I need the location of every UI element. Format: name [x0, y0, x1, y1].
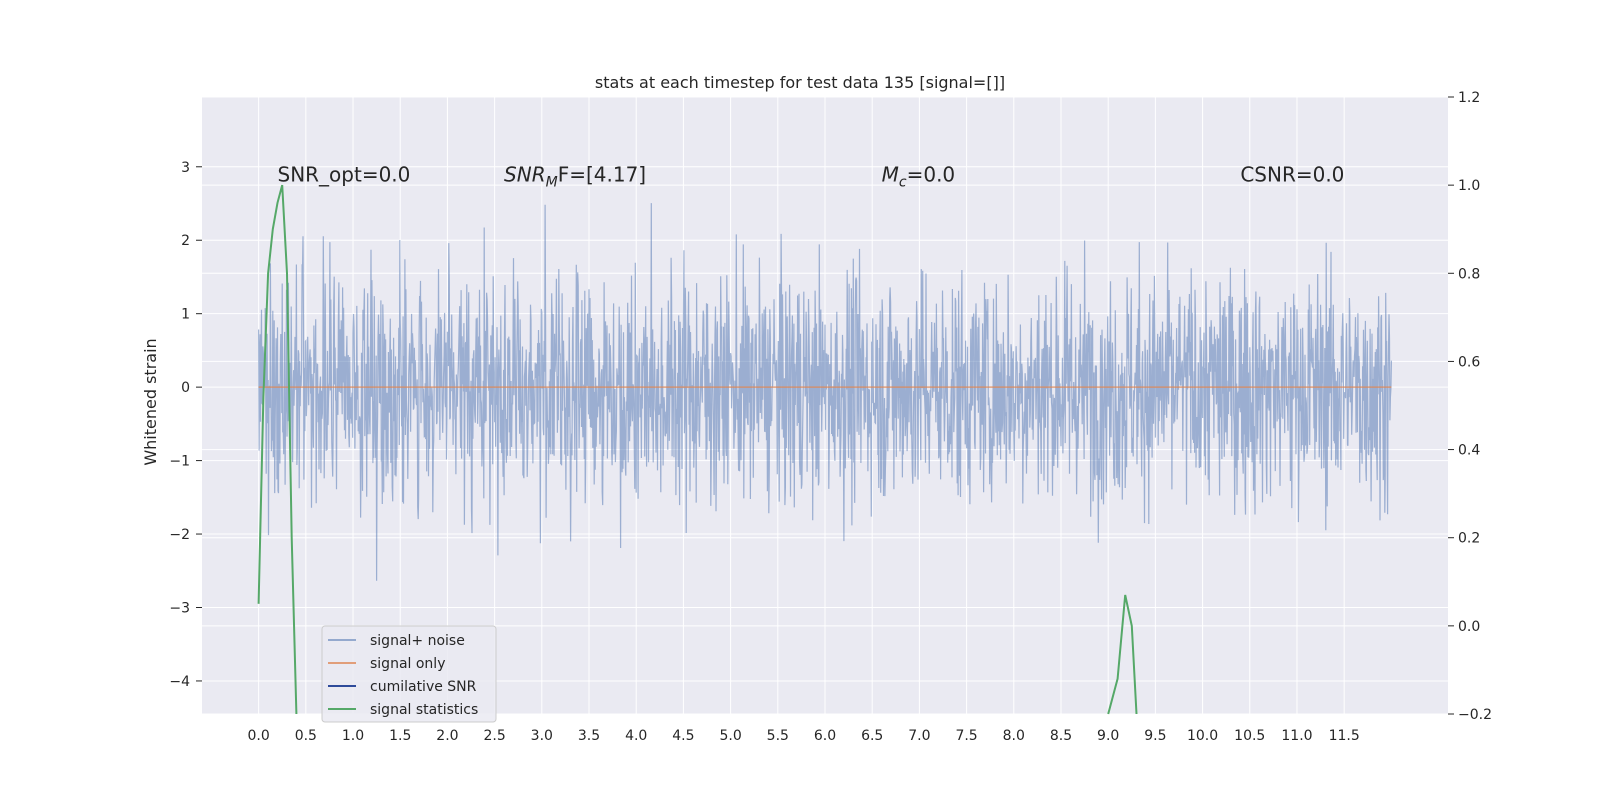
- x-tick-label: 9.5: [1144, 728, 1166, 744]
- legend-box: [321, 625, 497, 723]
- x-tick-label: 1.5: [389, 728, 411, 744]
- y2-tick-label: −0.2: [1458, 707, 1492, 723]
- y2-tick-label: 1.0: [1458, 178, 1480, 194]
- legend: signal+ noise signal only cumilative SNR si…: [321, 625, 497, 723]
- y2-tick-label: 0.0: [1458, 619, 1480, 635]
- x-tick-label: 0.0: [248, 728, 270, 744]
- noise-line: [258, 203, 1392, 581]
- legend-entry: signal only: [370, 656, 445, 672]
- x-tick-label: 2.5: [483, 728, 505, 744]
- annotation-2: SNRMF=[4.17]: [504, 162, 646, 190]
- x-tick-label: 4.0: [625, 728, 647, 744]
- annotation-1: SNR_opt=0.0: [278, 162, 411, 186]
- x-tick-label: 7.5: [955, 728, 977, 744]
- annotations: SNR_opt=0.0 SNRMF=[4.17] Mc=0.0 CSNR=0.0: [278, 162, 1345, 190]
- x-tick-label: 11.5: [1329, 728, 1360, 744]
- y-tick-label: 1: [181, 307, 190, 323]
- x-tick-label: 3.0: [531, 728, 553, 744]
- x-tick-label: 0.5: [295, 728, 317, 744]
- x-tick-label: 6.5: [861, 728, 883, 744]
- x-tick-label: 4.5: [672, 728, 694, 744]
- x-tick-label: 5.5: [767, 728, 789, 744]
- signal-statistics-line-2: [1107, 594, 1138, 715]
- y2-tick-label: 0.2: [1458, 531, 1480, 547]
- legend-entry: signal+ noise: [370, 633, 465, 649]
- annotation-4: CSNR=0.0: [1240, 162, 1344, 186]
- y-axis-ticks: 3 2 1 0 −1 −2 −3 −4: [169, 160, 202, 690]
- y-tick-label: 3: [181, 160, 190, 176]
- x-tick-label: 8.5: [1050, 728, 1072, 744]
- y2-axis-ticks: 1.2 1.0 0.8 0.6 0.4 0.2 0.0 −0.2: [1448, 90, 1492, 723]
- x-tick-label: 5.0: [719, 728, 741, 744]
- signal-statistics-line-1: [257, 184, 298, 715]
- x-tick-label: 2.0: [436, 728, 458, 744]
- x-axis-ticks: 0.0 0.5 1.0 1.5 2.0 2.5 3.0 3.5 4.0 4.5 5.0 5.5 6.0 6…: [248, 728, 1360, 744]
- y2-tick-label: 1.2: [1458, 90, 1480, 106]
- y-tick-label: −1: [169, 454, 190, 470]
- series-signal-noise: [258, 203, 1392, 581]
- x-tick-label: 3.5: [578, 728, 600, 744]
- x-tick-label: 11.0: [1281, 728, 1312, 744]
- x-tick-label: 1.0: [342, 728, 364, 744]
- x-tick-label: 10.5: [1234, 728, 1265, 744]
- y2-tick-label: 0.8: [1458, 266, 1480, 282]
- x-tick-label: 8.0: [1003, 728, 1025, 744]
- x-tick-label: 6.0: [814, 728, 836, 744]
- y-tick-label: −4: [169, 674, 190, 690]
- y-tick-label: −2: [169, 527, 190, 543]
- annotation-3: Mc=0.0: [882, 162, 956, 190]
- chart-title: stats at each timestep for test data 135…: [595, 73, 1005, 92]
- y2-tick-label: 0.4: [1458, 443, 1480, 459]
- y-tick-label: 2: [181, 233, 190, 249]
- grid-lines: [202, 96, 1448, 715]
- x-tick-label: 10.0: [1187, 728, 1218, 744]
- x-tick-label: 7.0: [908, 728, 930, 744]
- series-signal-statistics: [257, 184, 1138, 715]
- legend-entry: cumilative SNR: [370, 679, 477, 695]
- x-tick-label: 9.0: [1097, 728, 1119, 744]
- y-axis-label: Whitened strain: [141, 338, 160, 465]
- y-tick-label: −3: [169, 600, 190, 616]
- y-tick-label: 0: [181, 380, 190, 396]
- y2-tick-label: 0.6: [1458, 354, 1480, 370]
- legend-entry: signal statistics: [370, 702, 478, 718]
